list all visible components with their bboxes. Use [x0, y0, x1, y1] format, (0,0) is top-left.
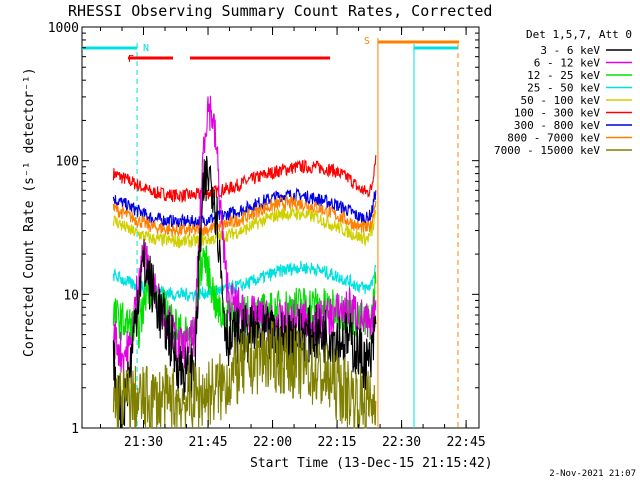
x-tick-label: 22:30	[382, 435, 421, 450]
x-tick-label: 21:45	[188, 435, 227, 450]
night-label: N	[143, 43, 149, 54]
legend-entry-label: 3 - 6 keV	[540, 44, 600, 57]
series-line-800-7000-kev	[112, 195, 377, 237]
series-line-50-100-kev	[112, 206, 377, 250]
legend-entry-label: 300 - 800 keV	[514, 119, 600, 132]
series-layer	[112, 95, 377, 429]
y-tick-label: 1000	[48, 21, 79, 36]
y-tick-label: 100	[56, 155, 79, 170]
x-axis-label: Start Time (13-Dec-15 21:15:42)	[250, 456, 493, 471]
y-tick-label: 10	[63, 288, 79, 303]
legend-entry-label: 50 - 100 keV	[521, 94, 601, 107]
chart-title: RHESSI Observing Summary Count Rates, Co…	[68, 2, 492, 20]
legend-entry-label: 800 - 7000 keV	[507, 132, 600, 145]
series-line-7000-15000-kev	[112, 320, 377, 429]
legend-entry-label: 6 - 12 keV	[534, 57, 601, 70]
series-line-300-800-kev	[112, 187, 377, 229]
plot-area	[81, 26, 480, 429]
legend-entry-label: 100 - 300 keV	[514, 107, 600, 120]
x-tick-label: 22:45	[447, 435, 486, 450]
x-tick-label: 22:00	[253, 435, 292, 450]
legend-entry-label: 12 - 25 keV	[527, 69, 600, 82]
legend-entry-label: 7000 - 15000 keV	[494, 144, 600, 157]
legend-header: Det 1,5,7, Att 0	[526, 28, 632, 41]
y-axis-label: Corrected Count Rate (s⁻¹ detector⁻¹)	[22, 67, 37, 357]
x-axis: 21:30 21:45 22:00 22:15 22:30 22:45	[99, 27, 486, 450]
observation-markers: NFS	[82, 36, 459, 428]
y-tick-label: 1	[71, 422, 79, 437]
x-tick-label: 21:30	[124, 435, 163, 450]
plot-frame	[81, 26, 480, 429]
series-line-100-300-kev	[112, 155, 377, 204]
footer-date: 2-Nov-2021 21:07	[549, 469, 636, 479]
legend-entry-label: 25 - 50 keV	[527, 82, 600, 95]
x-tick-label: 22:15	[317, 435, 356, 450]
saa-label: S	[364, 36, 370, 47]
y-axis: 1 10 100 1000	[48, 21, 479, 437]
series-line-25-50-kev	[112, 260, 377, 303]
